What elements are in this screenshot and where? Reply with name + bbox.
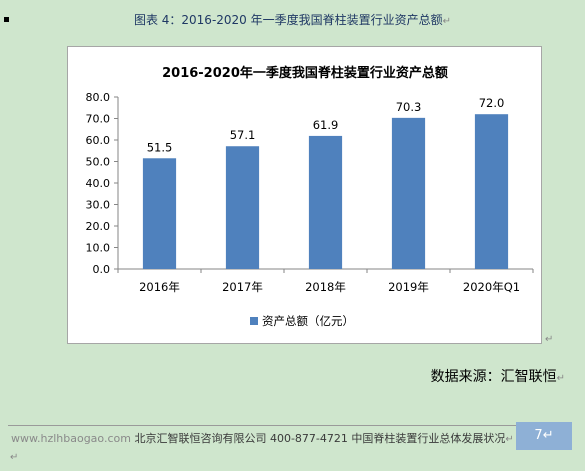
paragraph-mark: ↵ <box>442 16 452 27</box>
x-tick-label: 2016年 <box>139 280 180 294</box>
data-label: 57.1 <box>230 128 256 142</box>
y-axis: 0.0 10.0 20.0 30.0 40.0 50.0 60.0 70.0 80.0 <box>86 91 119 276</box>
x-axis: 2016年 2017年 2018年 2019年 2020年Q1 <box>117 268 534 294</box>
y-tick-label: 0.0 <box>93 263 111 276</box>
data-label: 70.3 <box>396 100 422 114</box>
y-tick-label: 40.0 <box>86 177 111 190</box>
data-label: 51.5 <box>147 140 173 154</box>
legend-label: 资产总额（亿元） <box>262 314 354 328</box>
caption-text: 图表 4：2016-2020 年一季度我国脊柱装置行业资产总额 <box>133 13 443 27</box>
bar <box>474 114 509 269</box>
footer-url[interactable]: www.hzlhbaogao.com <box>11 432 131 445</box>
page-number-badge: 7↵ <box>516 422 572 450</box>
chart-title: 2016-2020年一季度我国脊柱装置行业资产总额 <box>162 65 448 81</box>
data-source: 数据来源：汇智联恒↵ <box>431 366 565 386</box>
bar <box>391 117 426 269</box>
paragraph-mark: ↵ <box>505 434 514 445</box>
y-tick-label: 50.0 <box>86 156 111 169</box>
footer-doc-title: 中国脊柱装置行业总体发展状况 <box>351 432 506 445</box>
page-number: 7 <box>534 428 543 443</box>
data-label: 61.9 <box>313 118 339 132</box>
chart-container: 2016-2020年一季度我国脊柱装置行业资产总额 0.0 10.0 20.0 30.… <box>67 46 542 344</box>
y-tick-label: 30.0 <box>86 199 111 212</box>
paragraph-mark: ↵ <box>542 428 554 443</box>
y-tick-label: 70.0 <box>86 113 111 126</box>
y-tick-label: 60.0 <box>86 134 111 147</box>
paragraph-mark: ↵ <box>10 452 19 463</box>
legend: 资产总额（亿元） <box>250 314 354 328</box>
x-tick-label: 2018年 <box>305 280 346 294</box>
list-bullet <box>4 17 9 22</box>
source-text: 数据来源：汇智联恒 <box>430 369 557 385</box>
bar <box>142 158 177 269</box>
data-labels: 51.5 57.1 61.9 70.3 72.0 <box>147 96 505 154</box>
figure-caption: 图表 4：2016-2020 年一季度我国脊柱装置行业资产总额↵ <box>0 11 585 28</box>
x-tick-label: 2019年 <box>388 280 429 294</box>
bar <box>308 135 343 269</box>
footer-company: 北京汇智联恒咨询有限公司 <box>134 432 267 445</box>
y-tick-label: 80.0 <box>86 91 111 104</box>
y-tick-label: 20.0 <box>86 220 111 233</box>
footer-divider <box>8 425 518 426</box>
legend-swatch <box>250 317 258 325</box>
x-tick-label: 2017年 <box>222 280 263 294</box>
footer: www.hzlhbaogao.com 北京汇智联恒咨询有限公司 400-877-… <box>11 430 514 446</box>
bars <box>142 114 509 269</box>
paragraph-mark: ↵ <box>545 334 554 345</box>
footer-phone: 400-877-4721 <box>269 432 348 445</box>
x-tick-label: 2020年Q1 <box>463 280 520 294</box>
data-label: 72.0 <box>479 96 505 110</box>
paragraph-mark: ↵ <box>556 373 565 384</box>
bar-chart: 2016-2020年一季度我国脊柱装置行业资产总额 0.0 10.0 20.0 30.… <box>86 65 534 328</box>
y-tick-label: 10.0 <box>86 242 111 255</box>
bar <box>225 146 260 269</box>
